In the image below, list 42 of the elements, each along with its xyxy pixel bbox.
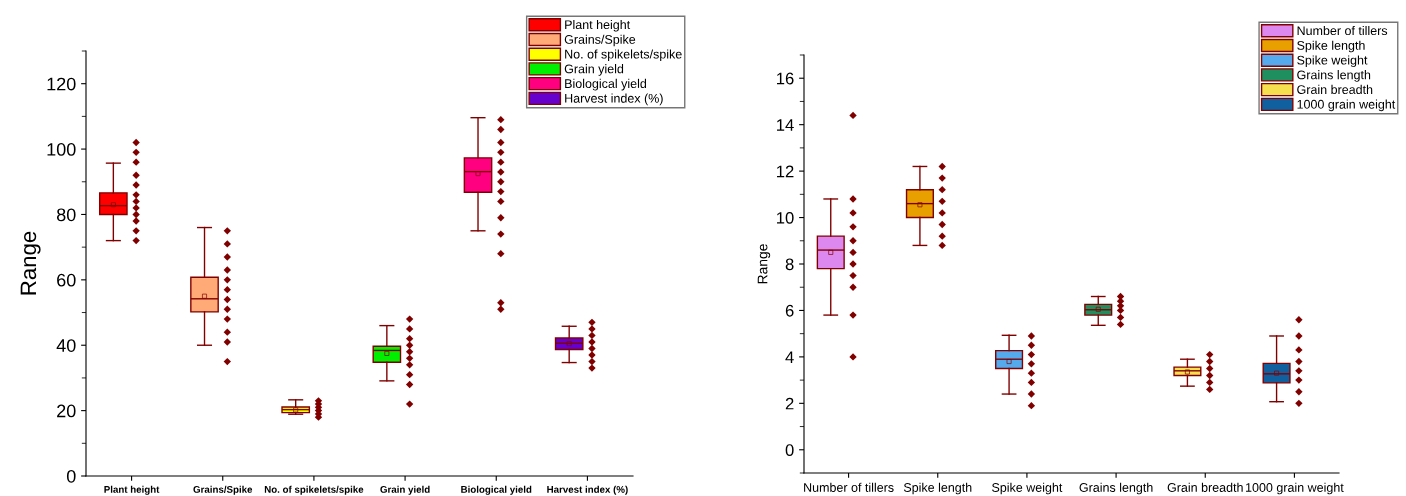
y-tick-label: 12 [777,165,794,178]
x-tick-label: Grains length [1079,482,1153,495]
legend-label: Spike length [1297,40,1365,53]
y-tick-label: 4 [785,351,794,363]
legend-label: Grain yield [564,64,624,76]
y-tick-label: 120 [47,77,76,91]
legend-label: Grains/Spike [564,34,636,47]
x-tick-label: No. of spikelets/spike [264,485,364,495]
x-tick-label: Spike weight [992,482,1063,495]
y-tick-label: 2 [785,397,794,410]
y-tick-label: 14 [777,119,794,131]
y-tick-label: 6 [785,304,794,317]
legend-label: Spike weight [1297,55,1368,68]
legend-label: No. of spikelets/spike [565,49,682,62]
x-tick-label: Biological yield [461,485,532,495]
x-tick-label: Grain yield [380,485,430,495]
y-axis-title: Range [757,244,771,284]
x-tick-label: Harvest index (%) [547,485,628,495]
y-tick-label: 20 [57,404,76,418]
y-tick-label: 60 [57,273,76,287]
y-tick-label: 8 [785,258,794,271]
x-tick-label: Plant height [104,485,160,495]
y-tick-label: 0 [66,469,76,483]
y-axis-title: Range [20,231,41,295]
legend-label: Plant height [565,19,631,32]
y-tick-label: 0 [785,444,794,456]
y-tick-label: 10 [777,211,794,224]
y-tick-label: 100 [47,143,76,156]
x-tick-label: 1000 grain weight [1246,482,1344,495]
legend-label: Biological yield [565,78,647,91]
legend-label: Number of tillers [1297,25,1388,36]
legend-label: Harvest index (%) [565,93,663,106]
x-tick-label: Spike length [903,482,972,495]
x-tick-label: Number of tillers [804,482,894,492]
y-tick-label: 80 [56,208,76,222]
legend-label: 1000 grain weight [1297,99,1396,112]
x-tick-label: Grains/Spike [193,485,253,495]
legend-label: Grains length [1297,70,1371,82]
y-tick-label: 40 [56,339,76,352]
legend-label: Grain breadth [1297,84,1373,94]
x-tick-label: Grain breadth [1167,482,1243,492]
y-tick-label: 16 [777,72,794,85]
